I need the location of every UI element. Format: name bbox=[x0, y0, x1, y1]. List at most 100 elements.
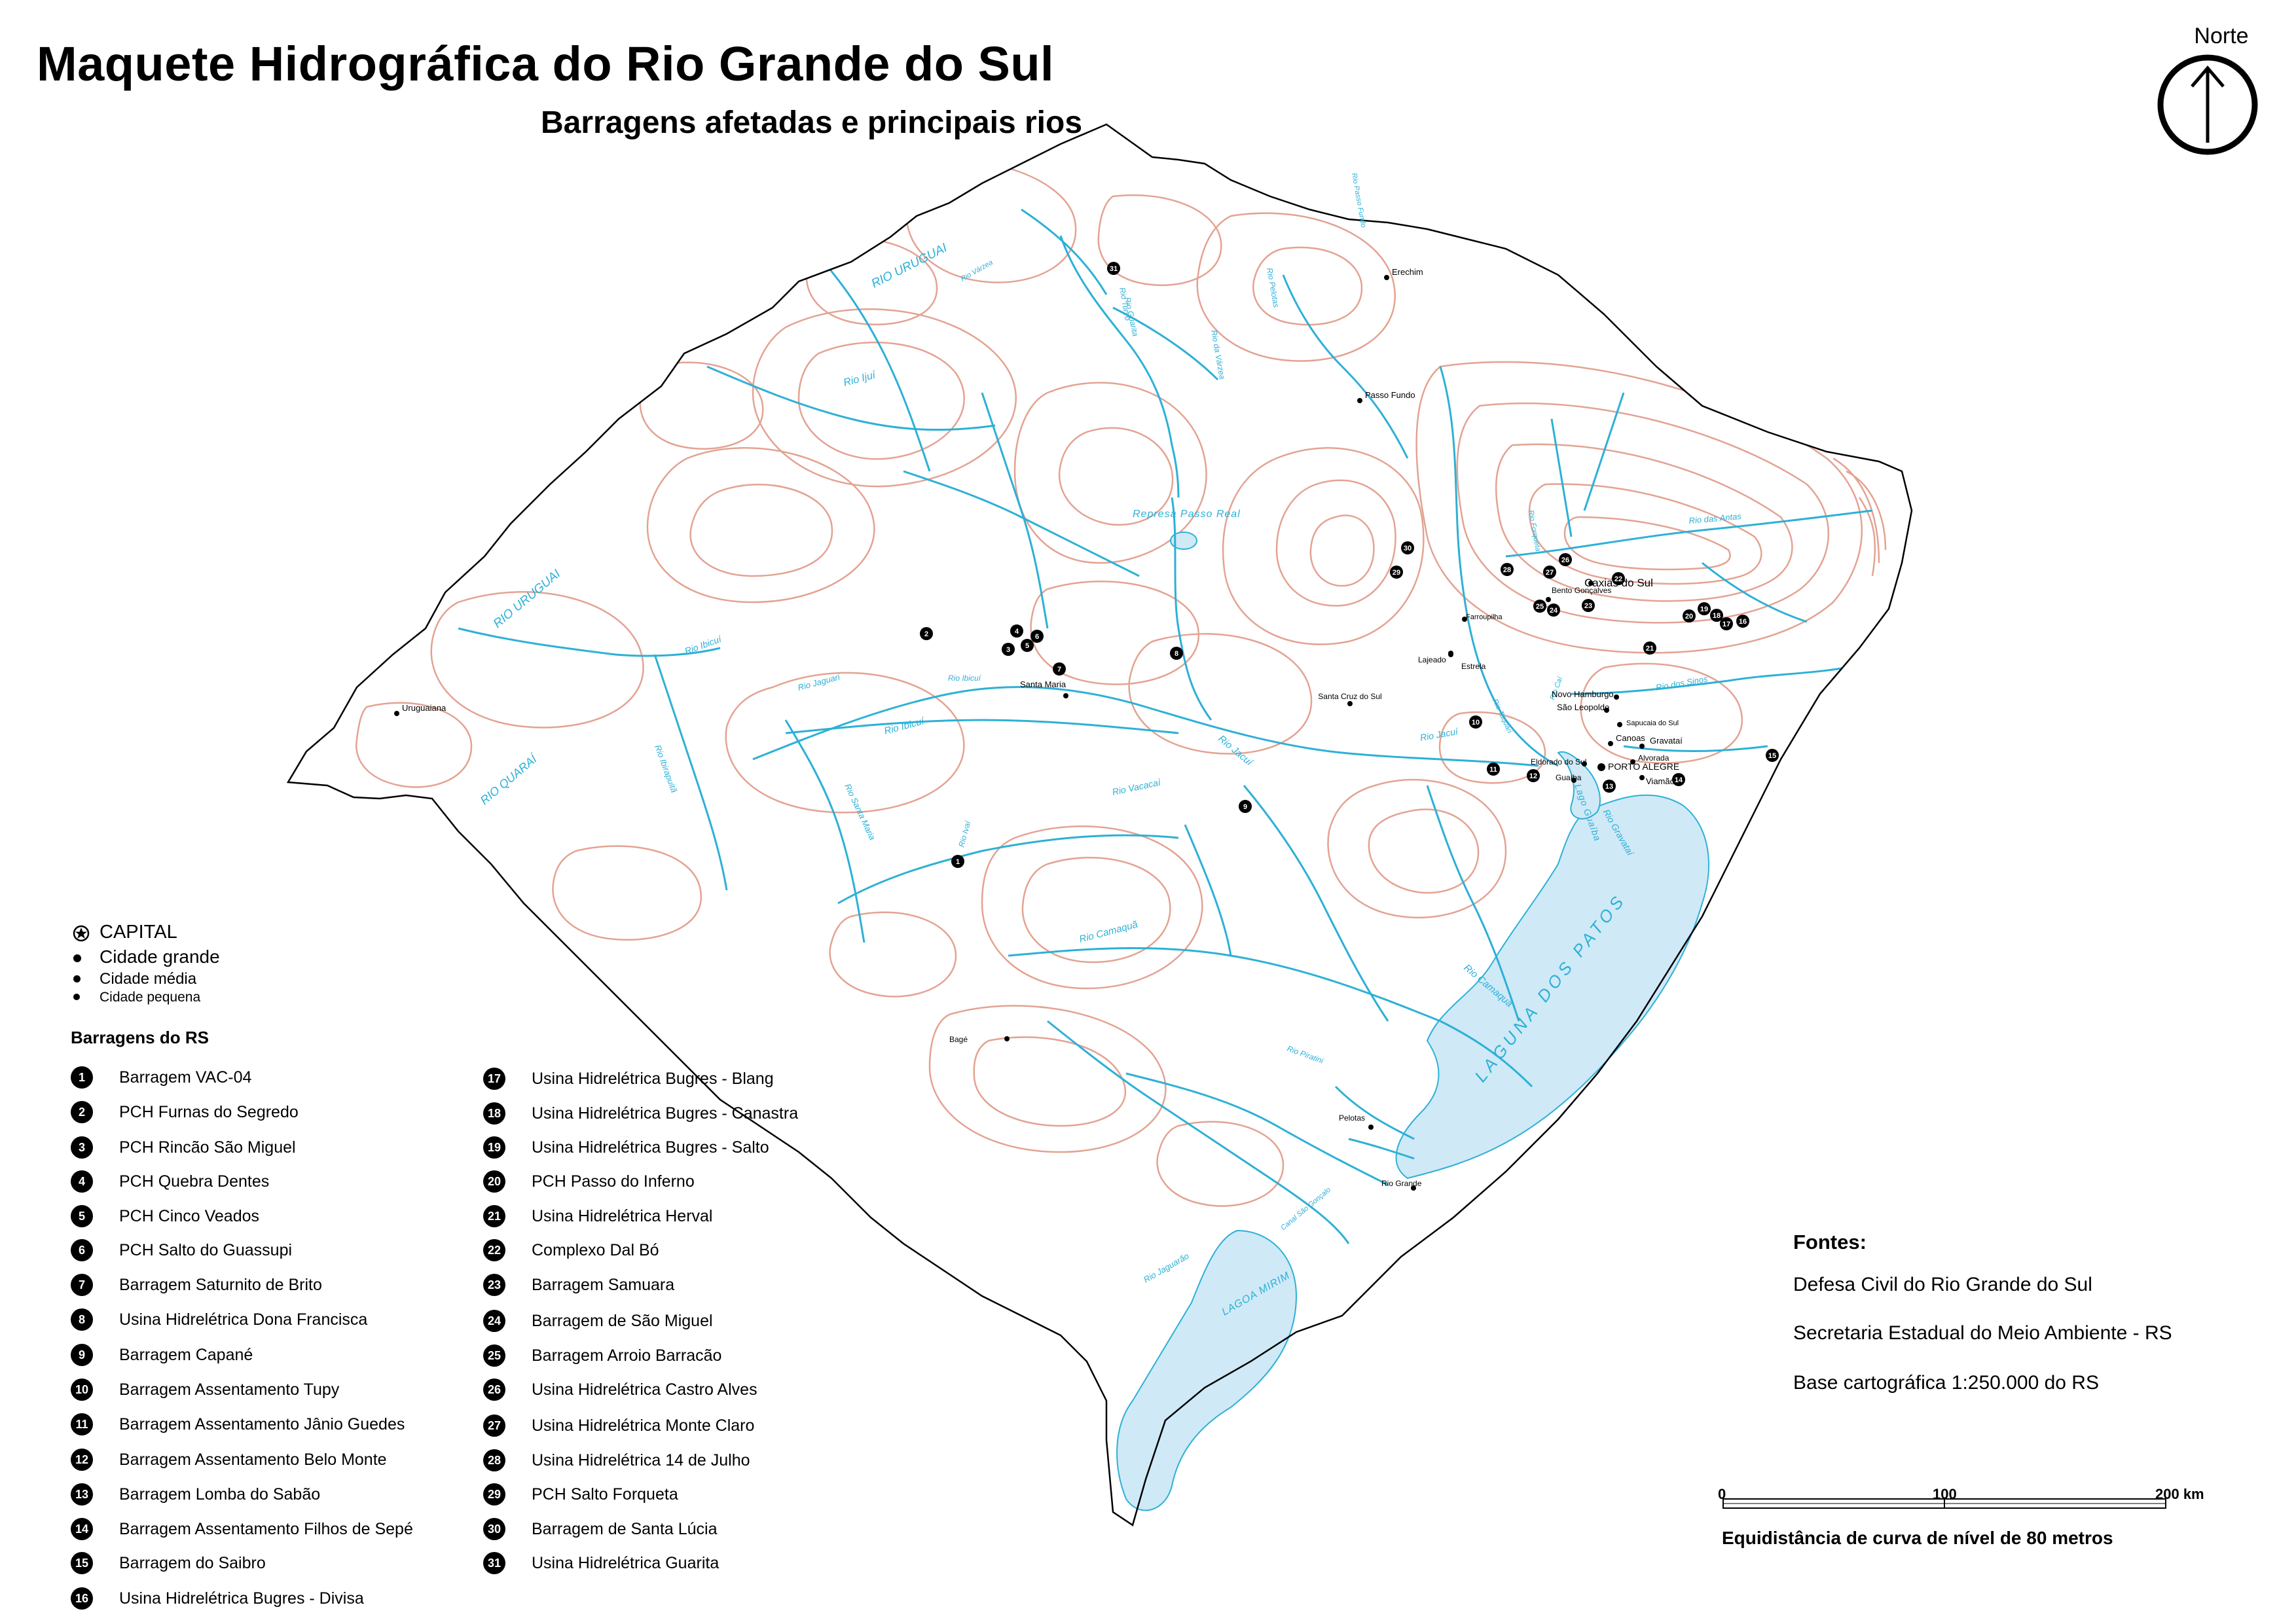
dam-number-badge: 22 bbox=[483, 1239, 505, 1261]
dam-name: Barragem de Santa Lúcia bbox=[532, 1519, 718, 1538]
dam-marker: 20 bbox=[1683, 609, 1696, 622]
dam-number-badge: 4 bbox=[71, 1170, 93, 1193]
river-label: Rio Pelotas bbox=[1265, 267, 1281, 308]
city-dot bbox=[1617, 722, 1622, 727]
dam-name: PCH Furnas do Segredo bbox=[119, 1102, 299, 1121]
dam-legend-item: 12 Barragem Assentamento Belo Monte bbox=[71, 1448, 387, 1471]
dam-name: Usina Hidrelétrica Bugres - Divisa bbox=[119, 1589, 364, 1608]
dam-marker: 21 bbox=[1643, 641, 1656, 655]
city-dot bbox=[1347, 701, 1353, 706]
dam-marker: 16 bbox=[1736, 615, 1749, 628]
city-dot bbox=[1582, 761, 1587, 766]
city-label: Sapucaia do Sul bbox=[1626, 719, 1679, 727]
city-dot bbox=[1448, 651, 1453, 656]
dam-legend-item: 10 Barragem Assentamento Tupy bbox=[71, 1378, 339, 1401]
dam-name: Usina Hidrelétrica 14 de Julho bbox=[532, 1451, 750, 1469]
city-dot bbox=[1063, 693, 1068, 698]
legend-cidade-media: Cidade média bbox=[100, 970, 197, 988]
dam-marker: 22 bbox=[1612, 572, 1625, 585]
dam-name: Usina Hidrelétrica Guarita bbox=[532, 1553, 720, 1572]
river-label: Canal São Gonçalo bbox=[1279, 1186, 1332, 1233]
sources-heading: Fontes: bbox=[1793, 1231, 1867, 1253]
svg-text:11: 11 bbox=[1489, 766, 1497, 774]
dam-number-badge: 10 bbox=[71, 1379, 93, 1401]
city-dot bbox=[1462, 617, 1467, 622]
svg-text:22: 22 bbox=[1614, 575, 1622, 583]
river-label: Rio Camaquã bbox=[1078, 919, 1140, 945]
svg-text:4: 4 bbox=[1015, 628, 1019, 636]
city-dot bbox=[1004, 1036, 1010, 1041]
dam-legend-item: 7 Barragem Saturnito de Brito bbox=[71, 1273, 322, 1297]
river-label: Rio das Antas bbox=[1688, 511, 1742, 526]
dam-marker: 2 bbox=[920, 627, 933, 640]
city-label: Uruguaiana bbox=[402, 703, 446, 713]
city-dot bbox=[1368, 1125, 1374, 1130]
dam-marker: 1 bbox=[951, 855, 964, 868]
dam-marker: 4 bbox=[1010, 624, 1023, 638]
map-subtitle: Barragens afetadas e principais rios bbox=[541, 105, 1083, 140]
dam-name: Usina Hidrelétrica Castro Alves bbox=[532, 1380, 757, 1399]
city-label: Gravataí bbox=[1650, 736, 1683, 746]
city-label: Santa Maria bbox=[1020, 679, 1066, 689]
dam-legend-item: 9 Barragem Capané bbox=[71, 1343, 253, 1367]
dam-name: PCH Passo do Inferno bbox=[532, 1172, 695, 1191]
north-arrow-icon bbox=[2157, 54, 2258, 155]
city-label: Bento Gonçalves bbox=[1552, 586, 1611, 595]
dam-name: Usina Hidrelétrica Dona Francisca bbox=[119, 1310, 368, 1329]
dam-name: Usina Hidrelétrica Monte Claro bbox=[532, 1416, 755, 1435]
dam-number-badge: 16 bbox=[71, 1587, 93, 1610]
dam-marker: 25 bbox=[1533, 600, 1546, 613]
dam-legend-item: 25 Barragem Arroio Barracão bbox=[483, 1344, 721, 1367]
dam-legend-item: 1 Barragem VAC-04 bbox=[71, 1066, 251, 1089]
dam-number-badge: 1 bbox=[71, 1066, 93, 1089]
large-city-icon bbox=[73, 954, 81, 962]
city-dot bbox=[1604, 708, 1609, 713]
small-city-icon bbox=[73, 994, 80, 1000]
svg-text:20: 20 bbox=[1685, 613, 1693, 621]
river-label: Rio Ibicuí bbox=[883, 715, 927, 737]
dam-marker: 29 bbox=[1390, 566, 1403, 579]
dam-legend-item: 15 Barragem do Saibro bbox=[71, 1551, 266, 1575]
source-item: Base cartográfica 1:250.000 do RS bbox=[1793, 1372, 2099, 1394]
city-dot bbox=[1588, 581, 1594, 586]
city-dot bbox=[1411, 1185, 1416, 1191]
legend-cidade-pequena: Cidade pequena bbox=[100, 990, 201, 1005]
dam-number-badge: 19 bbox=[483, 1136, 505, 1159]
dam-marker: 5 bbox=[1021, 639, 1034, 652]
dam-number-badge: 14 bbox=[71, 1518, 93, 1540]
svg-text:27: 27 bbox=[1546, 569, 1554, 577]
dam-marker: 28 bbox=[1501, 563, 1514, 576]
city-label: Bagé bbox=[949, 1035, 968, 1044]
dam-name: PCH Salto Forqueta bbox=[532, 1485, 678, 1504]
dam-marker: 3 bbox=[1002, 643, 1015, 656]
dam-legend-item: 29 PCH Salto Forqueta bbox=[483, 1483, 678, 1506]
city-dot bbox=[1639, 775, 1645, 780]
svg-text:17: 17 bbox=[1722, 621, 1730, 628]
dam-legend-item: 22 Complexo Dal Bó bbox=[483, 1238, 659, 1262]
dam-marker: 14 bbox=[1672, 773, 1685, 786]
river-label: Rio Ivaí bbox=[957, 819, 972, 848]
scale-bar bbox=[1722, 1498, 2166, 1509]
dam-legend-item: 30 Barragem de Santa Lúcia bbox=[483, 1517, 718, 1541]
city-label: PORTO ALEGRE bbox=[1608, 761, 1679, 772]
dam-legend-item: 20 PCH Passo do Inferno bbox=[483, 1170, 695, 1193]
svg-text:8: 8 bbox=[1175, 650, 1178, 658]
dam-number-badge: 25 bbox=[483, 1344, 505, 1367]
rivers bbox=[458, 208, 1873, 1244]
dam-name: Barragem VAC-04 bbox=[119, 1068, 252, 1087]
dam-marker: 30 bbox=[1401, 541, 1414, 554]
dam-name: Barragem Saturnito de Brito bbox=[119, 1275, 322, 1294]
city-label: Eldorado do Sul bbox=[1531, 757, 1586, 766]
dam-name: Usina Hidrelétrica Herval bbox=[532, 1206, 713, 1225]
dam-number-badge: 28 bbox=[483, 1449, 505, 1471]
city-label: Estrela bbox=[1461, 662, 1486, 671]
dam-name: Barragem Lomba do Sabão bbox=[119, 1485, 321, 1504]
dam-legend-item: 17 Usina Hidrelétrica Bugres - Blang bbox=[483, 1067, 774, 1090]
dam-name: Barragem Assentamento Jânio Guedes bbox=[119, 1415, 405, 1433]
svg-text:10: 10 bbox=[1472, 719, 1480, 727]
dam-name: Usina Hidrelétrica Bugres - Salto bbox=[532, 1138, 769, 1157]
scale-label-0: 0 bbox=[1718, 1486, 1726, 1502]
dam-number-badge: 9 bbox=[71, 1344, 93, 1366]
svg-text:24: 24 bbox=[1550, 607, 1558, 615]
city-label: Passo Fundo bbox=[1365, 390, 1415, 400]
